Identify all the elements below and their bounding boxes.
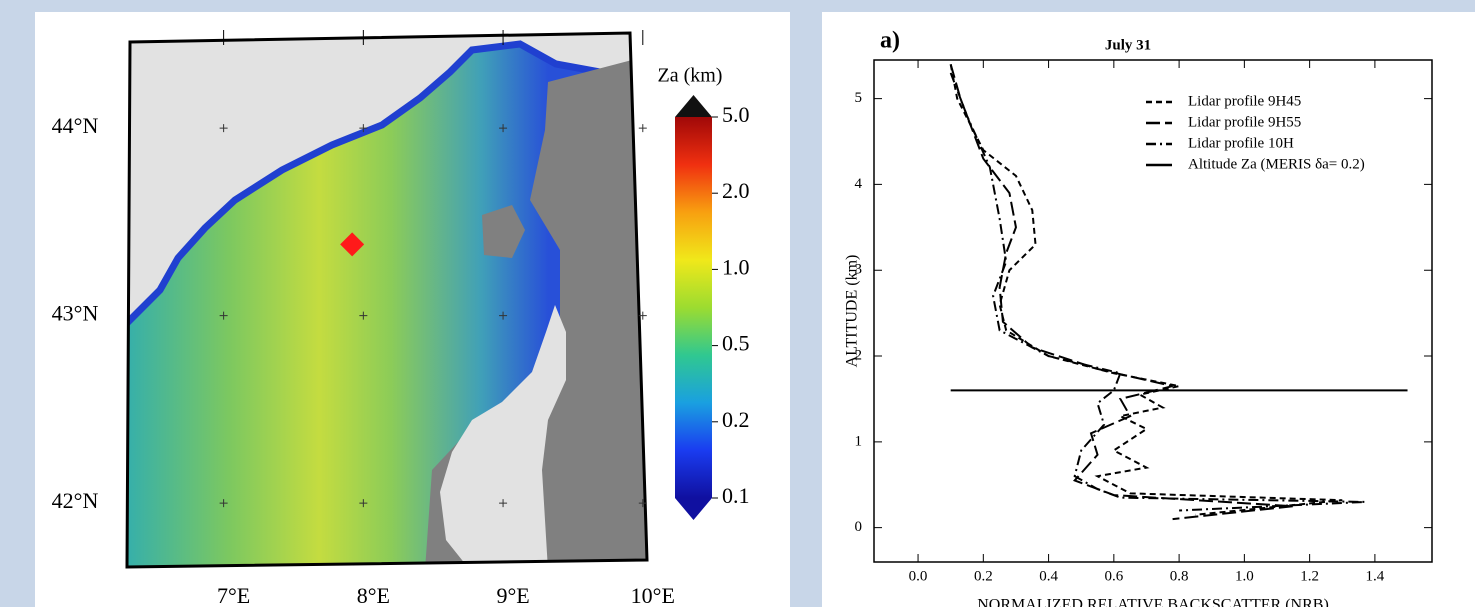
x-tick-label: 0.0 bbox=[909, 568, 928, 584]
plot-frame bbox=[873, 59, 1433, 563]
colorbar-tick-label: 0.5 bbox=[722, 331, 750, 356]
chart-title: July 31 bbox=[1105, 37, 1151, 53]
grid-cross bbox=[499, 124, 508, 133]
legend-text: Lidar profile 10H bbox=[1188, 135, 1294, 151]
y-tick-label: 42°N bbox=[52, 488, 99, 513]
grid-cross bbox=[359, 499, 368, 508]
colorbar-bottom bbox=[675, 498, 712, 520]
y-tick-label: 4 bbox=[855, 176, 863, 192]
x-tick-label: 1.0 bbox=[1235, 568, 1254, 584]
colorbar-tick-label: 0.2 bbox=[722, 407, 750, 432]
grid-cross bbox=[359, 124, 368, 133]
grid-cross bbox=[499, 311, 508, 320]
corsica bbox=[440, 305, 566, 567]
y-axis-label: ALTITUDE (km) bbox=[844, 255, 861, 368]
x-axis-label: NORMALIZED RELATIVE BACKSCATTER (NRB) bbox=[977, 597, 1329, 607]
y-tick-label: 5 bbox=[855, 90, 863, 106]
y-tick-label: 2 bbox=[855, 347, 863, 363]
series-line bbox=[949, 64, 1294, 521]
chart-panel bbox=[822, 12, 1475, 607]
x-tick-label: 0.2 bbox=[974, 568, 993, 584]
x-tick-label: 8°E bbox=[357, 583, 390, 607]
grid-cross bbox=[638, 124, 647, 133]
y-tick-label: 44°N bbox=[52, 113, 99, 138]
grid-cross bbox=[359, 311, 368, 320]
x-tick-label: 10°E bbox=[631, 583, 675, 607]
site-marker bbox=[340, 232, 365, 257]
colorbar-tick-label: 5.0 bbox=[722, 102, 750, 127]
x-tick-label: 1.4 bbox=[1366, 568, 1385, 584]
colorbar bbox=[675, 117, 712, 498]
legend-text: Lidar profile 9H55 bbox=[1188, 114, 1301, 130]
colorbar-tick-label: 2.0 bbox=[722, 178, 750, 203]
legend-text: Altitude Za (MERIS δa= 0.2) bbox=[1188, 156, 1365, 172]
y-tick-label: 1 bbox=[855, 433, 863, 449]
map-frame bbox=[125, 31, 649, 569]
colorbar-top bbox=[675, 95, 712, 117]
colorbar-tick-label: 1.0 bbox=[722, 254, 750, 279]
x-tick-label: 1.2 bbox=[1300, 568, 1319, 584]
grid-cross bbox=[638, 499, 647, 508]
series-line bbox=[949, 64, 1343, 516]
grid-cross bbox=[499, 499, 508, 508]
y-tick-label: 0 bbox=[855, 519, 863, 535]
colorbar-tick-label: 0.1 bbox=[722, 483, 750, 508]
x-tick-label: 0.6 bbox=[1104, 568, 1123, 584]
series-line bbox=[949, 72, 1366, 512]
y-tick-label: 43°N bbox=[52, 301, 99, 326]
colorbar-title: Za (km) bbox=[658, 65, 723, 87]
island bbox=[482, 205, 525, 258]
grid-cross bbox=[219, 499, 228, 508]
panel-label: a) bbox=[880, 28, 900, 54]
x-tick-label: 7°E bbox=[217, 583, 250, 607]
x-tick-label: 0.8 bbox=[1170, 568, 1189, 584]
grid-cross bbox=[219, 311, 228, 320]
x-tick-label: 9°E bbox=[496, 583, 529, 607]
x-tick-label: 0.4 bbox=[1039, 568, 1058, 584]
grid-cross bbox=[638, 311, 647, 320]
y-tick-label: 3 bbox=[855, 262, 863, 278]
grid-cross bbox=[219, 124, 228, 133]
map-image bbox=[127, 33, 647, 567]
legend-text: Lidar profile 9H45 bbox=[1188, 93, 1301, 109]
